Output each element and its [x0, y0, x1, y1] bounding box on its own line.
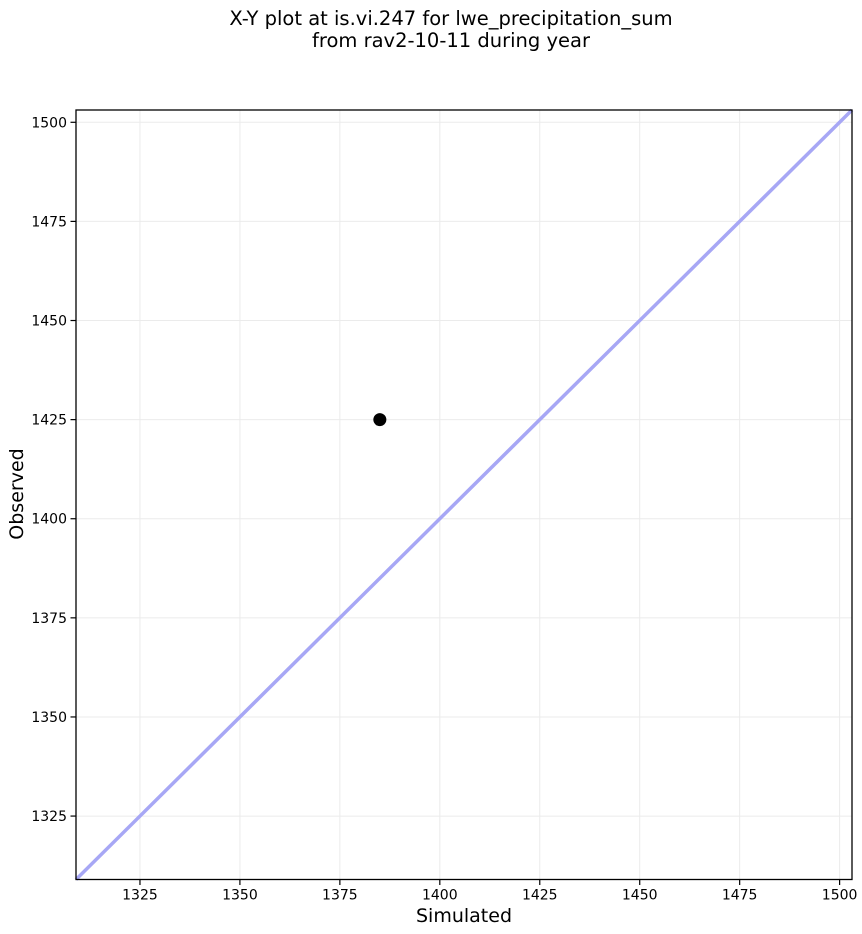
identity-line — [74, 108, 854, 881]
chart-title-line-1: X-Y plot at is.vi.247 for lwe_precipitat… — [229, 7, 673, 30]
y-tick-label: 1400 — [31, 512, 67, 528]
x-tick-label: 1375 — [322, 888, 358, 904]
x-tick-label: 1425 — [522, 888, 558, 904]
y-tick-label: 1475 — [31, 214, 67, 230]
x-tick-label: 1500 — [822, 888, 858, 904]
x-tick-label: 1325 — [122, 888, 158, 904]
x-tick-label: 1400 — [422, 888, 458, 904]
y-tick-label: 1500 — [31, 115, 67, 131]
y-tick-label: 1450 — [31, 314, 67, 330]
y-tick-label: 1350 — [31, 710, 67, 726]
data-point — [373, 413, 387, 427]
x-tick-label: 1475 — [722, 888, 758, 904]
x-tick-label: 1450 — [622, 888, 658, 904]
y-tick-label: 1325 — [31, 809, 67, 825]
y-tick-label: 1375 — [31, 611, 67, 627]
chart-title-line-2: from rav2-10-11 during year — [311, 29, 590, 52]
plot-border — [75, 109, 853, 881]
x-axis-label: Simulated — [415, 905, 513, 927]
chart-title: X-Y plot at is.vi.247 for lwe_precipitat… — [229, 8, 672, 52]
x-tick-label: 1350 — [222, 888, 258, 904]
y-tick-label: 1425 — [31, 413, 67, 429]
y-axis-label: Observed — [6, 448, 28, 540]
